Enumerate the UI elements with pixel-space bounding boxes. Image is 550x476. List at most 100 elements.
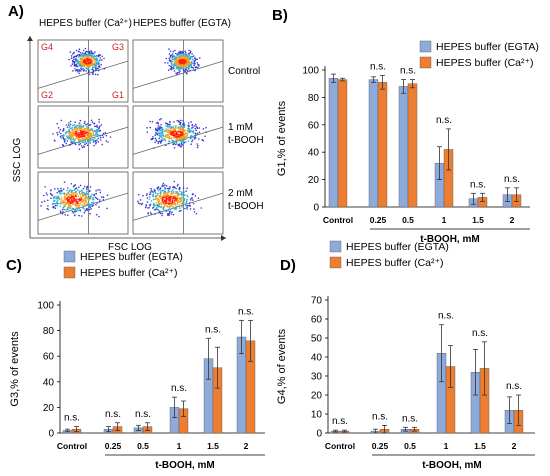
event-dot bbox=[183, 124, 186, 126]
event-dot bbox=[182, 196, 184, 198]
y-tick-label: 30 bbox=[311, 372, 323, 383]
event-dot bbox=[84, 56, 86, 59]
event-dot bbox=[183, 129, 186, 132]
significance-label: n.s. bbox=[438, 311, 454, 322]
event-dot bbox=[186, 204, 189, 207]
event-dot bbox=[92, 131, 94, 133]
event-dot bbox=[194, 57, 196, 59]
event-dot bbox=[195, 129, 197, 132]
event-dot bbox=[189, 58, 191, 61]
event-dot bbox=[196, 143, 198, 145]
event-dot bbox=[145, 194, 148, 197]
legend-swatch-egta bbox=[63, 250, 76, 263]
event-dot bbox=[81, 192, 83, 195]
event-dot bbox=[152, 191, 155, 194]
event-dot bbox=[81, 57, 83, 59]
event-dot bbox=[87, 138, 89, 140]
event-dot bbox=[166, 202, 168, 204]
event-dot bbox=[183, 141, 186, 144]
event-dot bbox=[192, 55, 195, 57]
event-dot bbox=[188, 52, 190, 55]
event-dot bbox=[167, 129, 169, 132]
event-dot bbox=[163, 194, 166, 197]
event-dot bbox=[158, 137, 160, 140]
event-dot bbox=[85, 54, 87, 56]
row-label-3: 2 mM bbox=[228, 188, 253, 199]
event-dot bbox=[41, 201, 43, 203]
event-dot bbox=[174, 64, 177, 66]
event-dot bbox=[178, 66, 181, 69]
event-dot bbox=[155, 202, 158, 204]
event-dot bbox=[171, 58, 174, 61]
event-dot bbox=[171, 57, 173, 59]
event-dot bbox=[50, 189, 52, 192]
event-dot bbox=[85, 195, 87, 197]
event-dot bbox=[71, 207, 74, 210]
event-dot bbox=[72, 129, 74, 131]
event-dot bbox=[183, 57, 186, 60]
event-dot bbox=[167, 69, 170, 71]
event-dot bbox=[204, 135, 206, 137]
event-dot bbox=[102, 136, 105, 138]
event-dot bbox=[70, 139, 72, 142]
y-axis-label: G4,% of events bbox=[276, 328, 288, 404]
event-dot bbox=[98, 206, 100, 208]
event-dot bbox=[76, 62, 78, 65]
gate-line-diagonal bbox=[132, 192, 224, 221]
event-dot bbox=[180, 197, 183, 199]
event-dot bbox=[68, 205, 70, 207]
event-dot bbox=[50, 197, 52, 200]
event-dot bbox=[164, 200, 166, 203]
event-dot bbox=[180, 129, 183, 131]
event-dot bbox=[77, 71, 79, 73]
event-dot bbox=[184, 56, 186, 58]
event-dot bbox=[99, 139, 102, 141]
event-dot bbox=[89, 142, 91, 144]
event-dot bbox=[193, 136, 195, 138]
event-dot bbox=[182, 137, 184, 139]
event-dot bbox=[95, 189, 97, 192]
event-dot bbox=[73, 139, 76, 142]
event-dot bbox=[75, 64, 78, 66]
event-dot bbox=[152, 137, 154, 140]
event-dot bbox=[184, 198, 186, 200]
event-dot bbox=[186, 69, 189, 72]
event-dot bbox=[73, 194, 75, 197]
event-dot bbox=[148, 198, 151, 200]
event-dot bbox=[86, 208, 88, 210]
event-dot bbox=[157, 127, 159, 129]
event-dot bbox=[89, 58, 91, 61]
event-dot bbox=[78, 148, 81, 150]
event-dot bbox=[82, 135, 85, 137]
event-dot bbox=[148, 193, 151, 196]
event-dot bbox=[83, 202, 86, 205]
event-dot bbox=[137, 200, 139, 203]
event-dot bbox=[56, 205, 58, 207]
x-tick-label: 2 bbox=[512, 441, 517, 451]
legend-label-ca: HEPES buffer (Ca²⁺) bbox=[80, 267, 178, 279]
event-dot bbox=[185, 66, 188, 69]
event-dot bbox=[167, 191, 169, 194]
event-dot bbox=[184, 58, 187, 60]
event-dot bbox=[175, 187, 177, 190]
event-dot bbox=[180, 209, 182, 212]
x-tick-label: 1.5 bbox=[472, 215, 484, 225]
event-dot bbox=[149, 191, 152, 193]
event-dot bbox=[70, 141, 72, 144]
event-dot bbox=[157, 121, 159, 124]
event-dot bbox=[149, 126, 152, 129]
event-dot bbox=[92, 73, 94, 75]
legend-label-egta: HEPES buffer (EGTA) bbox=[436, 41, 539, 53]
event-dot bbox=[172, 142, 174, 144]
event-dot bbox=[88, 138, 90, 140]
event-dot bbox=[72, 212, 75, 214]
event-dot bbox=[181, 61, 184, 64]
event-dot bbox=[93, 202, 95, 204]
panel-label: B) bbox=[272, 7, 288, 24]
significance-label: n.s. bbox=[64, 413, 80, 424]
event-dot bbox=[91, 128, 93, 130]
event-dot bbox=[54, 207, 57, 209]
y-tick-label: 20 bbox=[311, 391, 323, 402]
event-dot bbox=[88, 202, 90, 205]
event-dot bbox=[161, 189, 164, 192]
